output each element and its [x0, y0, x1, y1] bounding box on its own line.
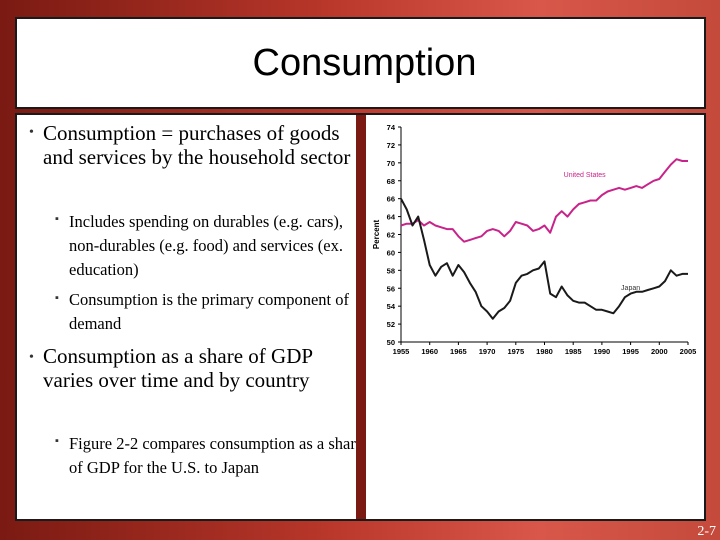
series-line-united-states [400, 158, 688, 243]
x-tick-label: 1975 [507, 347, 524, 356]
x-tick-label: 1985 [565, 347, 582, 356]
x-tick-label: 1980 [536, 347, 553, 356]
page-number: 2-7 [697, 524, 716, 539]
x-tick-label: 2005 [680, 347, 697, 356]
sub-bullet-2-1-text: Figure 2-2 compares consumption as a sha… [69, 434, 364, 477]
sub-bullet-marker: ▪ [55, 435, 59, 447]
y-axis-label: Percent [372, 219, 381, 249]
title-box: Consumption [15, 17, 706, 109]
x-tick-label: 1955 [393, 347, 410, 356]
y-tick-label: 74 [387, 123, 396, 132]
line-chart: 50 52 54 56 58 60 62 64 66 68 70 72 74 1955 1960 1965 19… [372, 123, 697, 356]
y-tick-label: 64 [387, 213, 396, 222]
x-tick-label: 1970 [479, 347, 496, 356]
y-tick-label: 62 [387, 231, 395, 240]
slide-title: Consumption [252, 41, 477, 84]
bullet-marker: • [29, 125, 34, 140]
y-tick-label: 72 [387, 141, 395, 150]
sub-bullet-1-1-text: Includes spending on durables (e.g. cars… [69, 212, 343, 279]
x-tick-label: 1995 [622, 347, 639, 356]
y-tick-label: 60 [387, 248, 395, 257]
x-tick-label: 1990 [594, 347, 611, 356]
y-tick-label: 52 [387, 320, 395, 329]
y-tick-label: 70 [387, 159, 395, 168]
chart-panel: 50 52 54 56 58 60 62 64 66 68 70 72 74 1955 1960 1965 19… [366, 115, 704, 519]
chart-divider [356, 115, 366, 519]
x-tick-label: 2000 [651, 347, 668, 356]
bullet-2-text: Consumption as a share of GDP varies ove… [43, 344, 313, 392]
x-tick-label: 1960 [421, 347, 438, 356]
sub-bullet-marker: ▪ [55, 292, 59, 304]
y-tick-label: 58 [387, 266, 395, 275]
bullet-1-text: Consumption = purchases of goods and ser… [43, 121, 351, 169]
series-label-united-states: United States [564, 172, 607, 179]
y-tick-label: 68 [387, 177, 395, 186]
y-tick-label: 56 [387, 284, 395, 293]
y-tick-label: 66 [387, 195, 395, 204]
y-tick-label: 54 [387, 302, 396, 311]
series-label-japan: Japan [621, 285, 640, 292]
x-tick-label: 1965 [450, 347, 467, 356]
bullet-marker: • [29, 350, 34, 365]
content-box: • Consumption = purchases of goods and s… [15, 113, 706, 521]
series-line-japan [400, 198, 688, 320]
sub-bullet-1-2-text: Consumption is the primary component of … [69, 290, 350, 333]
y-tick-label: 50 [387, 338, 395, 347]
sub-bullet-marker: ▪ [55, 213, 59, 225]
